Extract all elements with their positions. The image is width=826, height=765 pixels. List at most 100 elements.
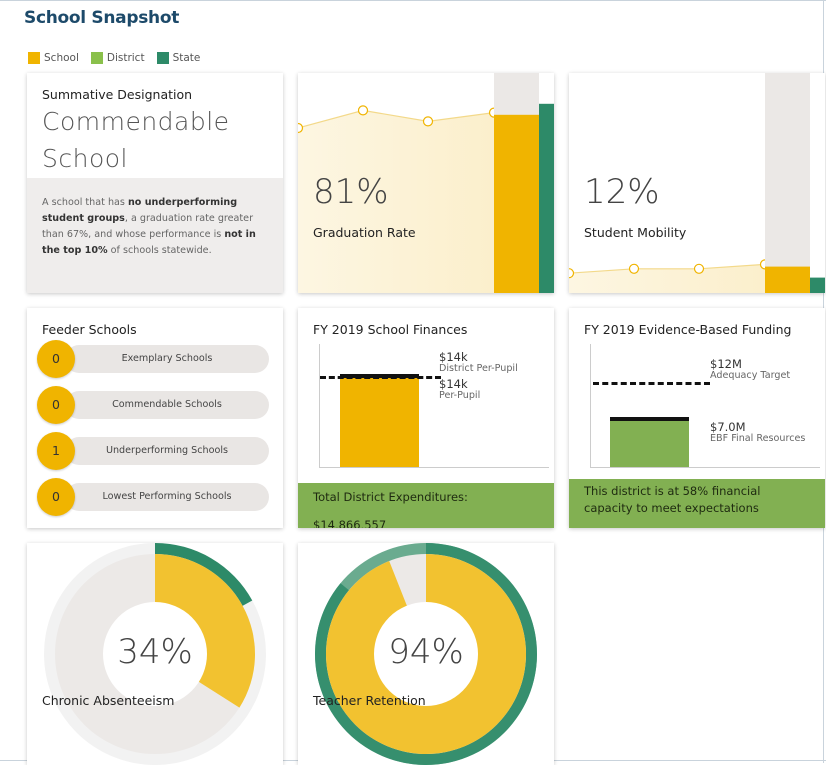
mobility-trend-line — [569, 263, 766, 274]
finances-footer: Total District Expenditures: $14,866,557 — [298, 483, 554, 528]
legend-label-state: State — [172, 52, 201, 64]
feeder-row-exemplary[interactable]: Exemplary Schools 0 — [37, 340, 269, 378]
feeder-count-lowest: 0 — [52, 489, 60, 504]
feeder-row-commendable[interactable]: Commendable Schools 0 — [37, 386, 269, 424]
designation-description: A school that has no underperforming stu… — [42, 195, 267, 259]
designation-description-box: A school that has no underperforming stu… — [27, 178, 283, 293]
finances-x-axis — [319, 467, 549, 468]
mobility-trend-point — [693, 263, 705, 274]
graduation-trend-line — [298, 109, 495, 129]
graduation-school-bar — [494, 114, 539, 293]
absenteeism-label: Chronic Absenteeism — [42, 693, 175, 708]
feeder-count-badge: 0 — [37, 386, 75, 424]
graduation-trend-point — [298, 122, 304, 134]
summative-card[interactable]: Summative Designation Commendable School… — [27, 73, 283, 293]
feeder-count-exemplary: 0 — [52, 351, 60, 366]
legend-swatch-school — [28, 52, 40, 64]
description-emphasis: no underperforming student groups — [42, 197, 238, 224]
adequacy-target-value: $12M — [710, 357, 742, 371]
feeder-pill: Commendable Schools — [65, 391, 269, 419]
retention-label: Teacher Retention — [313, 693, 426, 708]
ebf-final-value: $7.0M — [710, 420, 746, 434]
legend-label-school: School — [44, 52, 79, 64]
ebf-footer-text: This district is at 58% financial capaci… — [584, 484, 761, 515]
feeder-pill: Underperforming Schools — [65, 437, 269, 465]
finances-card[interactable]: FY 2019 School Finances $14k District Pe… — [298, 308, 554, 528]
ebf-title: FY 2019 Evidence-Based Funding — [584, 322, 792, 337]
mobility-chart — [569, 73, 825, 293]
feeder-pill: Exemplary Schools — [65, 345, 269, 373]
ebf-x-axis — [590, 467, 820, 468]
legend-item-district: District — [90, 52, 145, 64]
adequacy-target-label: Adequacy Target — [710, 370, 791, 381]
mobility-label: Student Mobility — [584, 225, 687, 240]
legend-swatch-state — [156, 52, 169, 64]
district-per-pupil-label: District Per-Pupil — [439, 363, 518, 374]
finances-title: FY 2019 School Finances — [313, 322, 468, 337]
ebf-final-label: EBF Final Resources — [710, 433, 806, 444]
finances-footer-text: Total District Expenditures: $14,866,557 — [313, 490, 468, 528]
absenteeism-card[interactable]: 34% Chronic Absenteeism — [27, 543, 283, 765]
description-text: A school that has — [42, 197, 128, 208]
legend-item-state: State — [156, 52, 201, 64]
district-per-pupil-value: $14k — [439, 350, 468, 364]
designation-line-2: School — [42, 144, 128, 173]
retention-center-hole — [374, 602, 478, 706]
absenteeism-value: 34% — [117, 632, 193, 672]
ebf-card[interactable]: FY 2019 Evidence-Based Funding $12M Adeq… — [569, 308, 825, 528]
finances-y-axis — [319, 344, 320, 468]
mobility-trend-area — [569, 264, 765, 293]
ebf-final-resources-bar-cap — [610, 417, 689, 421]
feeder-card[interactable]: Feeder Schools Exemplary Schools 0 Comme… — [27, 308, 283, 528]
description-emphasis: not in the top 10% — [42, 229, 256, 256]
legend-item-school: School — [28, 52, 79, 64]
school-per-pupil-label: Per-Pupil — [439, 390, 481, 401]
retention-value: 94% — [388, 632, 464, 672]
absenteeism-donut — [44, 543, 266, 765]
school-per-pupil-value: $14k — [439, 377, 468, 391]
graduation-card[interactable]: 81% Graduation Rate — [298, 73, 554, 293]
mobility-trend-point — [569, 268, 575, 279]
feeder-pill: Lowest Performing Schools — [65, 483, 269, 511]
feeder-row-lowest[interactable]: Lowest Performing Schools 0 — [37, 478, 269, 516]
absenteeism-center-hole — [103, 602, 207, 706]
graduation-value: 81% — [313, 172, 389, 212]
graduation-label: Graduation Rate — [313, 225, 416, 240]
feeder-label-lowest: Lowest Performing Schools — [102, 491, 232, 502]
mobility-state-bar — [810, 277, 825, 293]
summative-title: Summative Designation — [42, 87, 193, 102]
school-per-pupil-bar — [340, 375, 419, 467]
description-text: of schools statewide. — [107, 245, 212, 256]
designation-line-1: Commendable — [42, 107, 230, 136]
mobility-value: 12% — [584, 172, 660, 212]
graduation-trend-point — [422, 116, 434, 127]
retention-donut — [315, 543, 537, 765]
legend-label-district: District — [106, 52, 145, 64]
mobility-trend-point — [628, 263, 640, 274]
feeder-count-commendable: 0 — [52, 397, 60, 412]
page-title: School Snapshot — [24, 8, 180, 28]
feeder-title: Feeder Schools — [42, 322, 137, 337]
graduation-trend-point — [357, 105, 369, 116]
graduation-state-bar — [539, 103, 554, 293]
feeder-label-underperforming: Underperforming Schools — [105, 445, 229, 456]
adequacy-target-line — [593, 382, 710, 385]
feeder-row-underperforming[interactable]: Underperforming Schools 1 — [37, 432, 269, 470]
retention-card[interactable]: 94% Teacher Retention — [298, 543, 554, 765]
feeder-count-underperforming: 1 — [52, 443, 60, 458]
ebf-footer: This district is at 58% financial capaci… — [569, 479, 825, 528]
feeder-count-badge: 0 — [37, 478, 75, 516]
mobility-card[interactable]: 12% Student Mobility — [569, 73, 825, 293]
top-border — [0, 0, 826, 1]
feeder-count-badge: 1 — [37, 432, 75, 470]
feeder-label-commendable: Commendable Schools — [112, 399, 222, 410]
mobility-bar-background — [765, 73, 810, 293]
legend: School District State — [28, 52, 200, 64]
graduation-trend-area — [298, 110, 494, 293]
feeder-label-exemplary: Exemplary Schools — [121, 353, 213, 364]
ebf-final-resources-bar — [610, 420, 689, 467]
description-text: , a graduation rate greater than 67%, an… — [42, 213, 254, 240]
feeder-count-badge: 0 — [37, 340, 75, 378]
district-per-pupil-line — [320, 376, 441, 379]
mobility-school-bar — [765, 266, 810, 293]
